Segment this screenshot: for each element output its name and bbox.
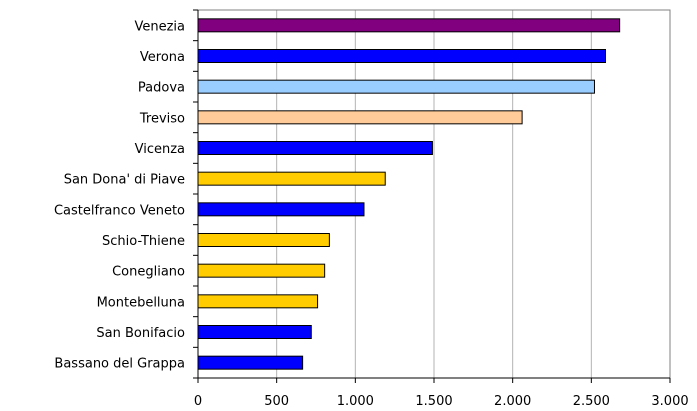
bar-san-bonifacio (197, 325, 312, 339)
x-tick-label: 500 (264, 394, 289, 409)
x-tick-label: 3.000 (651, 394, 688, 409)
category-label: Schio-Thiene (102, 234, 185, 249)
grid-lines (276, 10, 592, 378)
category-label: Bassano del Grappa (54, 357, 185, 372)
bar-san-dona-di-piave (197, 171, 386, 186)
category-label: Padova (138, 81, 185, 96)
bar-padova (197, 79, 595, 94)
bar-verona (197, 49, 606, 63)
category-label: Conegliano (112, 265, 185, 280)
bar-treviso (197, 110, 523, 125)
bar-castelfranco-veneto (197, 202, 365, 217)
category-label: San Bonifacio (96, 326, 185, 341)
x-tick-label: 2.000 (494, 394, 531, 409)
bar-conegliano (197, 263, 326, 278)
x-tick-label: 0 (194, 394, 202, 409)
bar-vicenza (197, 141, 433, 155)
category-label: Montebelluna (97, 295, 185, 310)
bar-schio-thiene (197, 233, 330, 247)
bar-montebelluna (197, 294, 319, 309)
category-label: San Dona' di Piave (64, 173, 185, 188)
bar-bassano-del-grappa (197, 355, 304, 370)
category-label: Vicenza (135, 142, 185, 157)
category-label: Venezia (134, 19, 185, 34)
x-tick-labels: 0 500 1.000 1.500 2.000 2.500 3.000 (194, 378, 689, 409)
category-label: Treviso (139, 111, 185, 126)
category-label: Castelfranco Veneto (54, 203, 185, 218)
bar-venezia (197, 18, 621, 33)
x-tick-label: 1.000 (337, 394, 374, 409)
x-tick-label: 2.500 (573, 394, 610, 409)
category-label: Verona (140, 50, 185, 65)
category-labels: Venezia Verona Padova Treviso Vicenza San Don… (54, 9, 198, 379)
x-tick-label: 1.500 (415, 394, 452, 409)
bars (197, 18, 621, 370)
